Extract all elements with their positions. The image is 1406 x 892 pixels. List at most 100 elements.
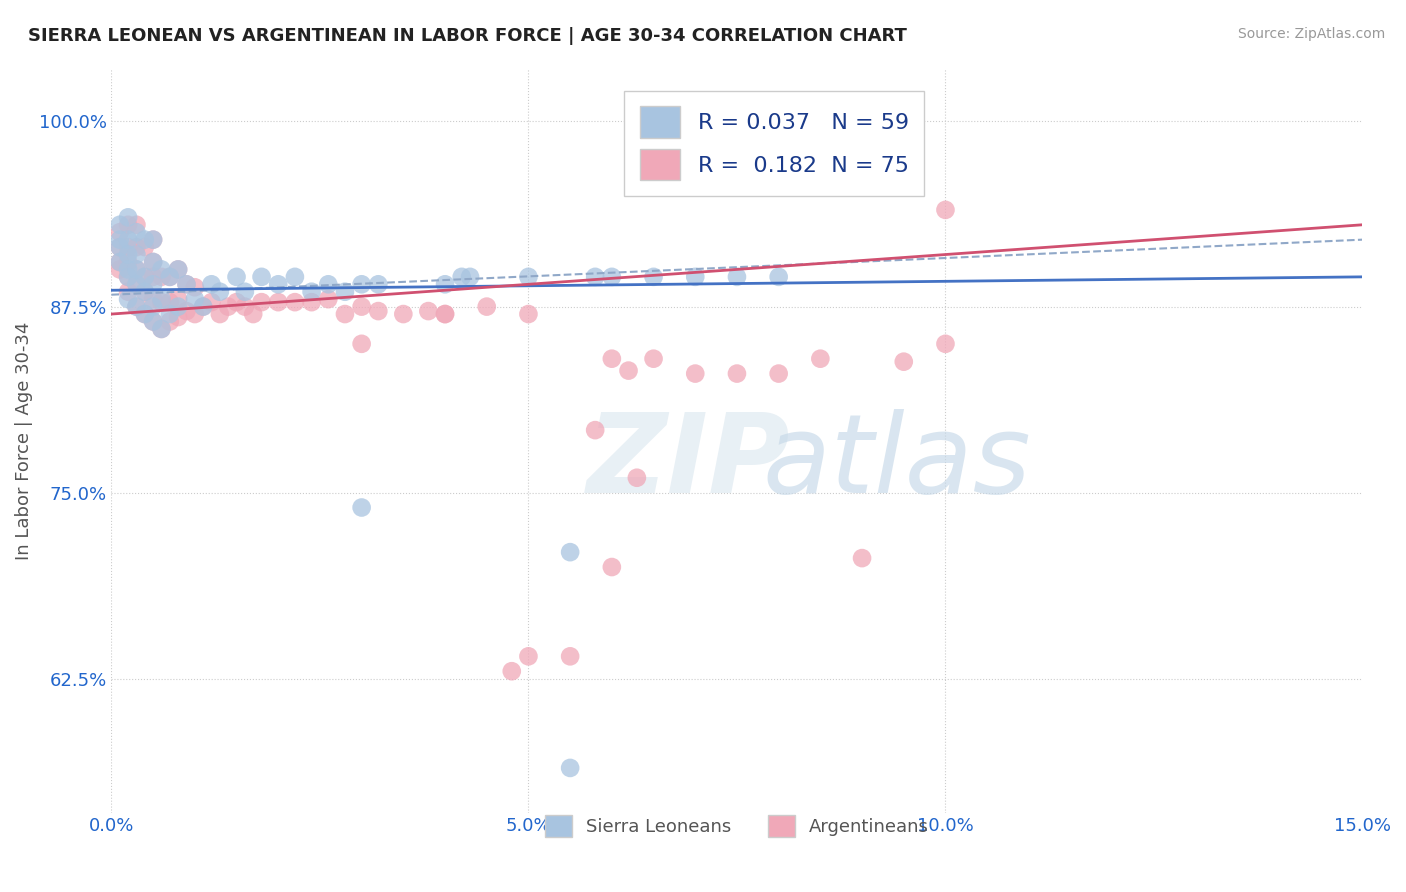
Point — [134, 233, 156, 247]
Point — [626, 471, 648, 485]
Point — [142, 255, 165, 269]
Point — [108, 240, 131, 254]
Point — [517, 307, 540, 321]
Point — [501, 664, 523, 678]
Point — [893, 354, 915, 368]
Point — [392, 307, 415, 321]
Point — [333, 307, 356, 321]
Point — [117, 269, 139, 284]
Point — [233, 285, 256, 299]
Point — [117, 262, 139, 277]
Point — [125, 218, 148, 232]
Point — [142, 233, 165, 247]
Point — [167, 310, 190, 324]
Point — [142, 255, 165, 269]
Point — [200, 295, 222, 310]
Point — [167, 262, 190, 277]
Point — [117, 211, 139, 225]
Point — [159, 269, 181, 284]
Point — [167, 300, 190, 314]
Point — [434, 307, 457, 321]
Point — [108, 233, 131, 247]
Point — [150, 292, 173, 306]
Point — [142, 314, 165, 328]
Point — [125, 262, 148, 277]
Point — [125, 277, 148, 292]
Point — [560, 761, 582, 775]
Point — [191, 300, 214, 314]
Point — [934, 336, 956, 351]
Point — [808, 351, 831, 366]
Point — [517, 649, 540, 664]
Point — [560, 545, 582, 559]
Point — [250, 269, 273, 284]
Point — [117, 240, 139, 254]
Point — [108, 240, 131, 254]
Point — [583, 423, 606, 437]
Point — [108, 218, 131, 232]
Point — [434, 277, 457, 292]
Point — [150, 262, 173, 277]
Point — [142, 300, 165, 314]
Point — [142, 233, 165, 247]
Point — [301, 285, 323, 299]
Point — [316, 277, 339, 292]
Point — [184, 280, 207, 294]
Point — [125, 300, 148, 314]
Text: SIERRA LEONEAN VS ARGENTINEAN IN LABOR FORCE | AGE 30-34 CORRELATION CHART: SIERRA LEONEAN VS ARGENTINEAN IN LABOR F… — [28, 27, 907, 45]
Point — [851, 551, 873, 566]
Point — [150, 322, 173, 336]
Point — [250, 295, 273, 310]
Point — [167, 262, 190, 277]
Point — [117, 233, 139, 247]
Point — [125, 300, 148, 314]
Point — [134, 307, 156, 321]
Point — [125, 262, 148, 277]
Point — [643, 351, 665, 366]
Point — [142, 292, 165, 306]
Point — [934, 202, 956, 217]
Point — [150, 269, 173, 284]
Point — [683, 367, 706, 381]
Point — [600, 560, 623, 574]
Point — [208, 307, 231, 321]
Point — [350, 277, 373, 292]
Point — [142, 269, 165, 284]
Point — [333, 285, 356, 299]
Point — [117, 218, 139, 232]
Point — [159, 295, 181, 310]
Point — [108, 225, 131, 239]
Point — [367, 304, 389, 318]
Point — [725, 269, 748, 284]
Point — [350, 500, 373, 515]
Point — [225, 295, 247, 310]
Point — [768, 367, 790, 381]
Point — [176, 277, 198, 292]
Point — [134, 240, 156, 254]
Point — [117, 292, 139, 306]
Text: atlas: atlas — [762, 409, 1031, 516]
Point — [134, 307, 156, 321]
Point — [142, 314, 165, 328]
Point — [583, 269, 606, 284]
Point — [134, 285, 156, 299]
Point — [367, 277, 389, 292]
Point — [267, 295, 290, 310]
Point — [200, 277, 222, 292]
Point — [284, 295, 307, 310]
Point — [350, 336, 373, 351]
Point — [434, 307, 457, 321]
Point — [725, 367, 748, 381]
Point — [125, 240, 148, 254]
Point — [134, 269, 156, 284]
Point — [208, 285, 231, 299]
Point — [350, 300, 373, 314]
Point — [475, 300, 498, 314]
Legend: Sierra Leoneans, Argentineans: Sierra Leoneans, Argentineans — [537, 808, 936, 845]
Point — [233, 300, 256, 314]
Point — [242, 307, 264, 321]
Point — [600, 269, 623, 284]
Point — [191, 300, 214, 314]
Point — [267, 277, 290, 292]
Point — [517, 269, 540, 284]
